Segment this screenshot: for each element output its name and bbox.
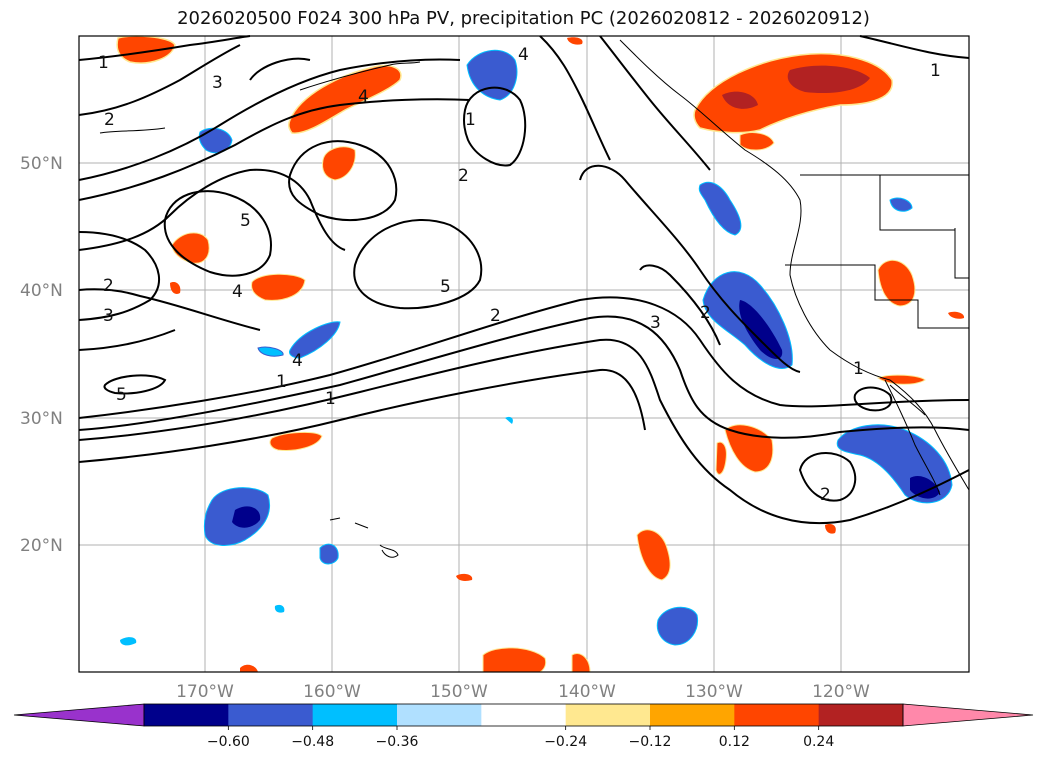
colorbar-outline (143, 703, 904, 727)
pv-label: 1 (853, 359, 864, 379)
precip-neg-core (232, 506, 261, 528)
precip-neg-area (656, 606, 699, 646)
precip-pos-area (636, 529, 671, 581)
pv-label: 3 (212, 73, 223, 93)
precip-neg-area (698, 181, 742, 236)
map-border (78, 35, 970, 673)
lon-labels: 170°W 160°W 150°W 140°W 130°W 120°W (176, 682, 870, 702)
precip-neg-area (289, 321, 341, 359)
lat-labels: 50°N 40°N 30°N 20°N (20, 154, 63, 556)
colorbar-swatch (312, 704, 398, 726)
lat-label: 20°N (20, 536, 63, 556)
colorbar-extend-high (902, 703, 1034, 727)
lon-label: 120°W (812, 682, 870, 702)
pv-label: 2 (458, 166, 469, 186)
precip-neg-core (910, 475, 940, 499)
lon-label: 170°W (176, 682, 234, 702)
colorbar-tick-label: −0.36 (376, 734, 419, 750)
pv-label: 4 (518, 45, 529, 65)
colorbar-tick-label: −0.60 (207, 734, 250, 750)
pv-contours (78, 35, 970, 525)
pv-label: 3 (103, 306, 114, 326)
precip-neg-area (505, 416, 513, 424)
pv-label: 2 (700, 303, 711, 323)
precip-pos-area (269, 431, 323, 451)
precip-areas (116, 35, 965, 673)
precip-pos-area (567, 37, 583, 45)
precip-pos-area (715, 441, 727, 475)
precip-pos-area (876, 374, 926, 385)
precip-neg-area (257, 346, 284, 357)
colorbar-tick-label: −0.12 (629, 734, 672, 750)
pv-label: 1 (465, 110, 476, 130)
map-title: 2026020500 F024 300 hPa PV, precipitatio… (177, 8, 870, 29)
pv-label: 4 (292, 351, 303, 371)
precip-neg-area (889, 197, 913, 212)
lat-label: 40°N (20, 281, 63, 301)
precip-pos-area (170, 282, 181, 294)
lon-label: 130°W (685, 682, 743, 702)
precip-pos-area (322, 146, 356, 181)
pv-label: 1 (325, 389, 336, 409)
colorbar-tick-label: 0.12 (719, 734, 750, 750)
colorbar-swatch (565, 704, 651, 726)
pv-contour-labels: 1 2 3 4 5 1 2 4 5 1 2 3 4 5 2 3 2 1 1 2 … (98, 45, 941, 505)
colorbar-swatch (228, 704, 314, 726)
colorbar-tick-label: −0.24 (544, 734, 587, 750)
lat-label: 50°N (20, 154, 63, 174)
pv-label: 2 (104, 110, 115, 130)
colorbar-extend-low (13, 703, 145, 727)
lat-label: 30°N (20, 409, 63, 429)
colorbar-swatch (397, 704, 482, 726)
lon-label: 150°W (430, 682, 488, 702)
colorbar-tick-label: 0.24 (803, 734, 834, 750)
pv-label: 2 (820, 485, 831, 505)
pv-label: 4 (232, 282, 243, 302)
pv-label: 3 (650, 313, 661, 333)
precip-pos-area (739, 132, 775, 151)
pv-label: 2 (103, 276, 114, 296)
pv-label: 2 (490, 306, 501, 326)
precip-pos-area (251, 273, 306, 301)
pv-label: 5 (440, 277, 451, 297)
precip-neg-area (274, 604, 285, 613)
precip-neg-area (120, 637, 137, 646)
pv-label: 4 (358, 87, 369, 107)
precip-neg-core (739, 300, 783, 359)
precip-pos-area (456, 573, 473, 581)
colorbar-swatch (734, 704, 820, 726)
colorbar-swatch (650, 704, 735, 726)
colorbar: −0.60 −0.48 −0.36 −0.24 −0.12 0.12 0.24 (13, 703, 1034, 750)
colorbar-tick-label: −0.48 (291, 734, 334, 750)
precip-pos-area (825, 523, 836, 534)
pv-label: 1 (276, 372, 287, 392)
precip-pos-core (722, 91, 758, 109)
pv-label: 5 (116, 385, 127, 405)
pv-label: 1 (98, 53, 109, 73)
coastlines (99, 39, 970, 558)
precip-pos-core (787, 65, 870, 94)
precip-pos-area (240, 664, 258, 672)
colorbar-swatch (818, 704, 904, 726)
pv-label: 5 (240, 211, 251, 231)
lon-label: 140°W (558, 682, 616, 702)
colorbar-swatch (144, 704, 229, 726)
precip-pos-area (116, 35, 176, 64)
precip-neg-area (319, 543, 339, 565)
lon-label: 160°W (303, 682, 361, 702)
pv-label: 1 (930, 61, 941, 81)
precip-pos-area (948, 311, 965, 319)
colorbar-swatch (481, 704, 567, 726)
precip-pos-area (877, 260, 916, 307)
